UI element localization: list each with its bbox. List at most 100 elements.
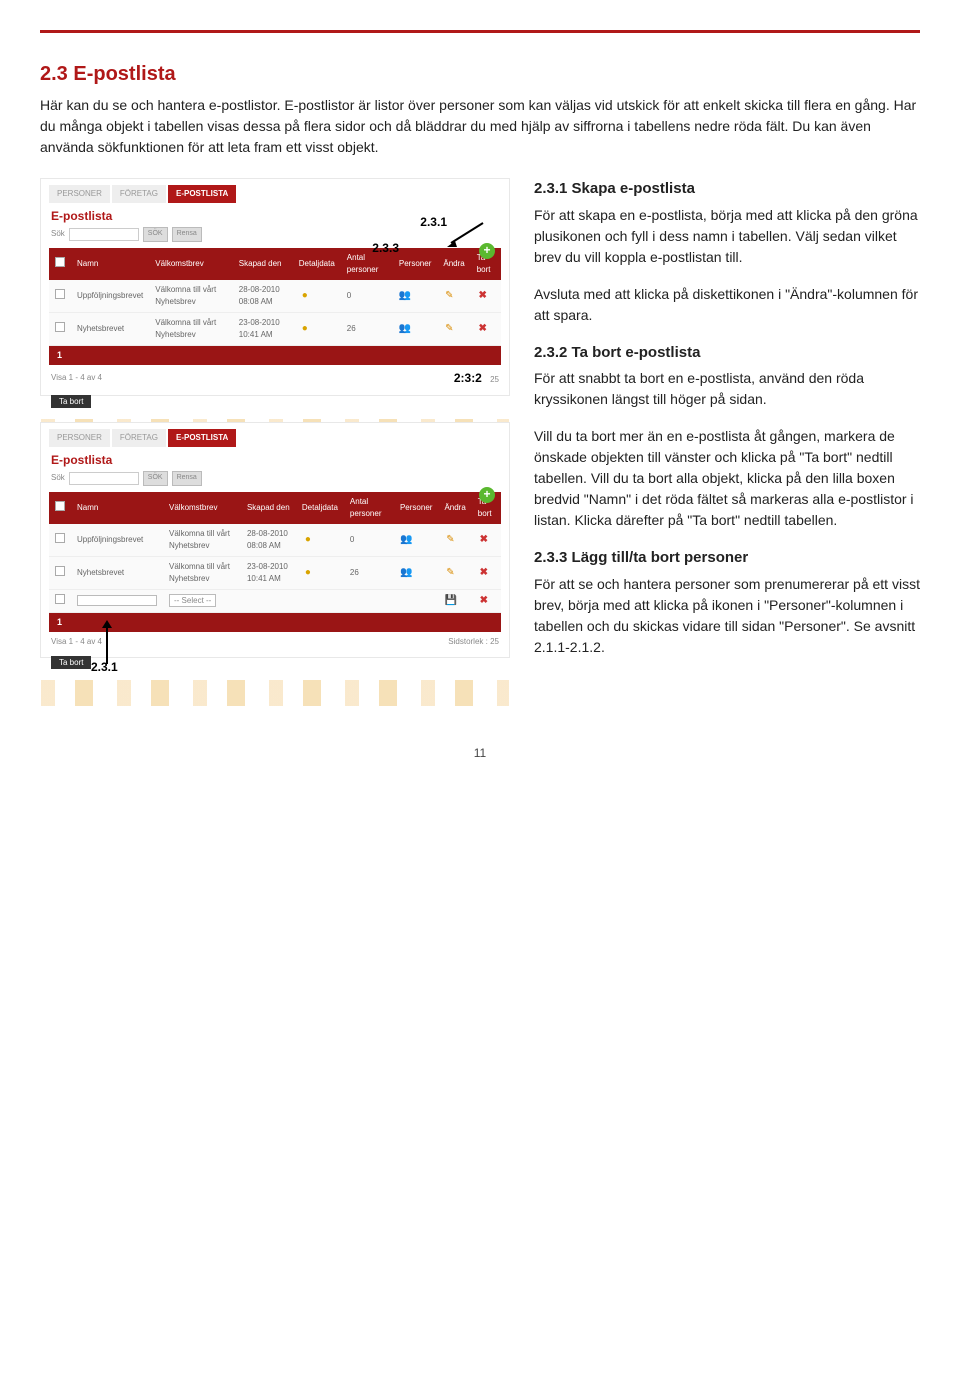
col-detail: Detaljdata xyxy=(293,248,341,280)
tab-personer[interactable]: PERSONER xyxy=(49,429,110,447)
search-button[interactable]: SÖK xyxy=(143,227,168,242)
sub3-body1: För att se och hantera personer som pren… xyxy=(534,574,920,658)
intro-text: Här kan du se och hantera e-postlistor. … xyxy=(40,95,920,158)
pagesize-select[interactable]: 25 xyxy=(490,375,499,384)
people-icon[interactable]: 👥 xyxy=(400,567,412,579)
add-icon[interactable]: + xyxy=(479,487,495,503)
tab-personer[interactable]: PERSONER xyxy=(49,185,110,203)
table-row-new: -- Select -- 💾 ✖ xyxy=(49,589,501,612)
cell-name: Uppföljningsbrevet xyxy=(71,280,149,313)
cell-date: 28-08-2010 08:08 AM xyxy=(241,524,296,557)
top-rule xyxy=(40,30,920,33)
row-checkbox[interactable] xyxy=(55,594,65,604)
pager-bar: 1 xyxy=(49,346,501,366)
annotation-233: 2.3.3 xyxy=(372,239,399,257)
cell-brev: Välkomna till vårt Nyhetsbrev xyxy=(149,280,233,313)
edit-icon[interactable]: ✎ xyxy=(444,534,456,546)
detail-icon[interactable]: ● xyxy=(299,323,311,335)
search-label: Sök xyxy=(51,472,65,484)
cell-antal: 26 xyxy=(341,312,393,345)
screenshot-2: PERSONER FÖRETAG E-POSTLISTA E-postlista… xyxy=(40,422,510,658)
panel-title: E-postlista xyxy=(41,447,509,471)
tabs: PERSONER FÖRETAG E-POSTLISTA xyxy=(41,423,509,447)
select-all-checkbox[interactable] xyxy=(55,501,65,511)
visa-label: Visa 1 - 4 av 4 xyxy=(51,636,102,648)
edit-icon[interactable]: ✎ xyxy=(443,323,455,335)
cell-date: 23-08-2010 10:41 AM xyxy=(233,312,293,345)
table-row: Nyhetsbrevet Välkomna till vårt Nyhetsbr… xyxy=(49,556,501,589)
sub1-body1: För att skapa en e-postlista, börja med … xyxy=(534,205,920,268)
cell-date: 28-08-2010 08:08 AM xyxy=(233,280,293,313)
sub2-body1: För att snabbt ta bort en e-postlista, a… xyxy=(534,368,920,410)
data-table: Namn Välkomstbrev Skapad den Detaljdata … xyxy=(49,248,501,346)
people-icon[interactable]: 👥 xyxy=(400,534,412,546)
mosaic-footer xyxy=(41,680,509,706)
detail-icon[interactable]: ● xyxy=(302,567,314,579)
cell-antal: 0 xyxy=(341,280,393,313)
delete-icon[interactable]: ✖ xyxy=(478,534,490,546)
col-brev: Välkomstbrev xyxy=(163,492,241,524)
cell-name: Nyhetsbrevet xyxy=(71,556,163,589)
row-checkbox[interactable] xyxy=(55,566,65,576)
tabs: PERSONER FÖRETAG E-POSTLISTA xyxy=(41,179,509,203)
col-name: Namn xyxy=(71,492,163,524)
cell-date: 23-08-2010 10:41 AM xyxy=(241,556,296,589)
tabort-button[interactable]: Ta bort xyxy=(51,395,91,408)
sub1-title: 2.3.1 Skapa e-postlista xyxy=(534,178,920,201)
search-button[interactable]: SÖK xyxy=(143,471,168,486)
screenshot-1: PERSONER FÖRETAG E-POSTLISTA E-postlista… xyxy=(40,178,510,396)
annotation-232: 2:3:2 xyxy=(454,371,482,385)
edit-icon[interactable]: ✎ xyxy=(443,290,455,302)
col-andra: Ändra xyxy=(437,248,470,280)
brev-select[interactable]: -- Select -- xyxy=(169,594,216,607)
row-checkbox[interactable] xyxy=(55,533,65,543)
cell-name: Uppföljningsbrevet xyxy=(71,524,163,557)
section-title: 2.3 E-postlista xyxy=(40,59,920,89)
save-icon[interactable]: 💾 xyxy=(444,595,456,607)
table-row: Nyhetsbrevet Välkomna till vårt Nyhetsbr… xyxy=(49,312,501,345)
tab-foretag[interactable]: FÖRETAG xyxy=(112,429,166,447)
col-antal: Antal personer xyxy=(344,492,394,524)
people-icon[interactable]: 👥 xyxy=(399,290,411,302)
detail-icon[interactable]: ● xyxy=(299,290,311,302)
select-all-checkbox[interactable] xyxy=(55,257,65,267)
tab-foretag[interactable]: FÖRETAG xyxy=(112,185,166,203)
edit-icon[interactable]: ✎ xyxy=(444,567,456,579)
row-checkbox[interactable] xyxy=(55,322,65,332)
sub1-body2: Avsluta med att klicka på diskettikonen … xyxy=(534,284,920,326)
sub2-title: 2.3.2 Ta bort e-postlista xyxy=(534,342,920,365)
col-name: Namn xyxy=(71,248,149,280)
cell-name: Nyhetsbrevet xyxy=(71,312,149,345)
cell-brev: Välkomna till vårt Nyhetsbrev xyxy=(149,312,233,345)
sub3-title: 2.3.3 Lägg till/ta bort personer xyxy=(534,547,920,570)
people-icon[interactable]: 👥 xyxy=(399,323,411,335)
delete-icon[interactable]: ✖ xyxy=(478,567,490,579)
visa-label: Visa 1 - 4 av 4 xyxy=(51,372,102,384)
col-andra: Ändra xyxy=(438,492,471,524)
arrow-1 xyxy=(445,221,485,247)
detail-icon[interactable]: ● xyxy=(302,534,314,546)
col-personer: Personer xyxy=(393,248,437,280)
page-number: 11 xyxy=(40,744,920,762)
col-date: Skapad den xyxy=(241,492,296,524)
delete-icon[interactable]: ✖ xyxy=(477,323,489,335)
cell-antal: 26 xyxy=(344,556,394,589)
data-table: Namn Välkomstbrev Skapad den Detaljdata … xyxy=(49,492,501,613)
new-name-input[interactable] xyxy=(77,595,157,606)
delete-icon[interactable]: ✖ xyxy=(478,595,490,607)
search-input[interactable] xyxy=(69,472,139,485)
table-row: Uppföljningsbrevet Välkomna till vårt Ny… xyxy=(49,524,501,557)
clear-button[interactable]: Rensa xyxy=(172,471,202,486)
col-date: Skapad den xyxy=(233,248,293,280)
sidstorlek-label: Sidstorlek : xyxy=(448,637,488,646)
cell-antal: 0 xyxy=(344,524,394,557)
search-input[interactable] xyxy=(69,228,139,241)
clear-button[interactable]: Rensa xyxy=(172,227,202,242)
delete-icon[interactable]: ✖ xyxy=(477,290,489,302)
col-detail: Detaljdata xyxy=(296,492,344,524)
row-checkbox[interactable] xyxy=(55,289,65,299)
pagesize-select[interactable]: 25 xyxy=(490,637,499,646)
tab-epostlista[interactable]: E-POSTLISTA xyxy=(168,185,236,203)
tabort-button[interactable]: Ta bort xyxy=(51,656,91,669)
tab-epostlista[interactable]: E-POSTLISTA xyxy=(168,429,236,447)
